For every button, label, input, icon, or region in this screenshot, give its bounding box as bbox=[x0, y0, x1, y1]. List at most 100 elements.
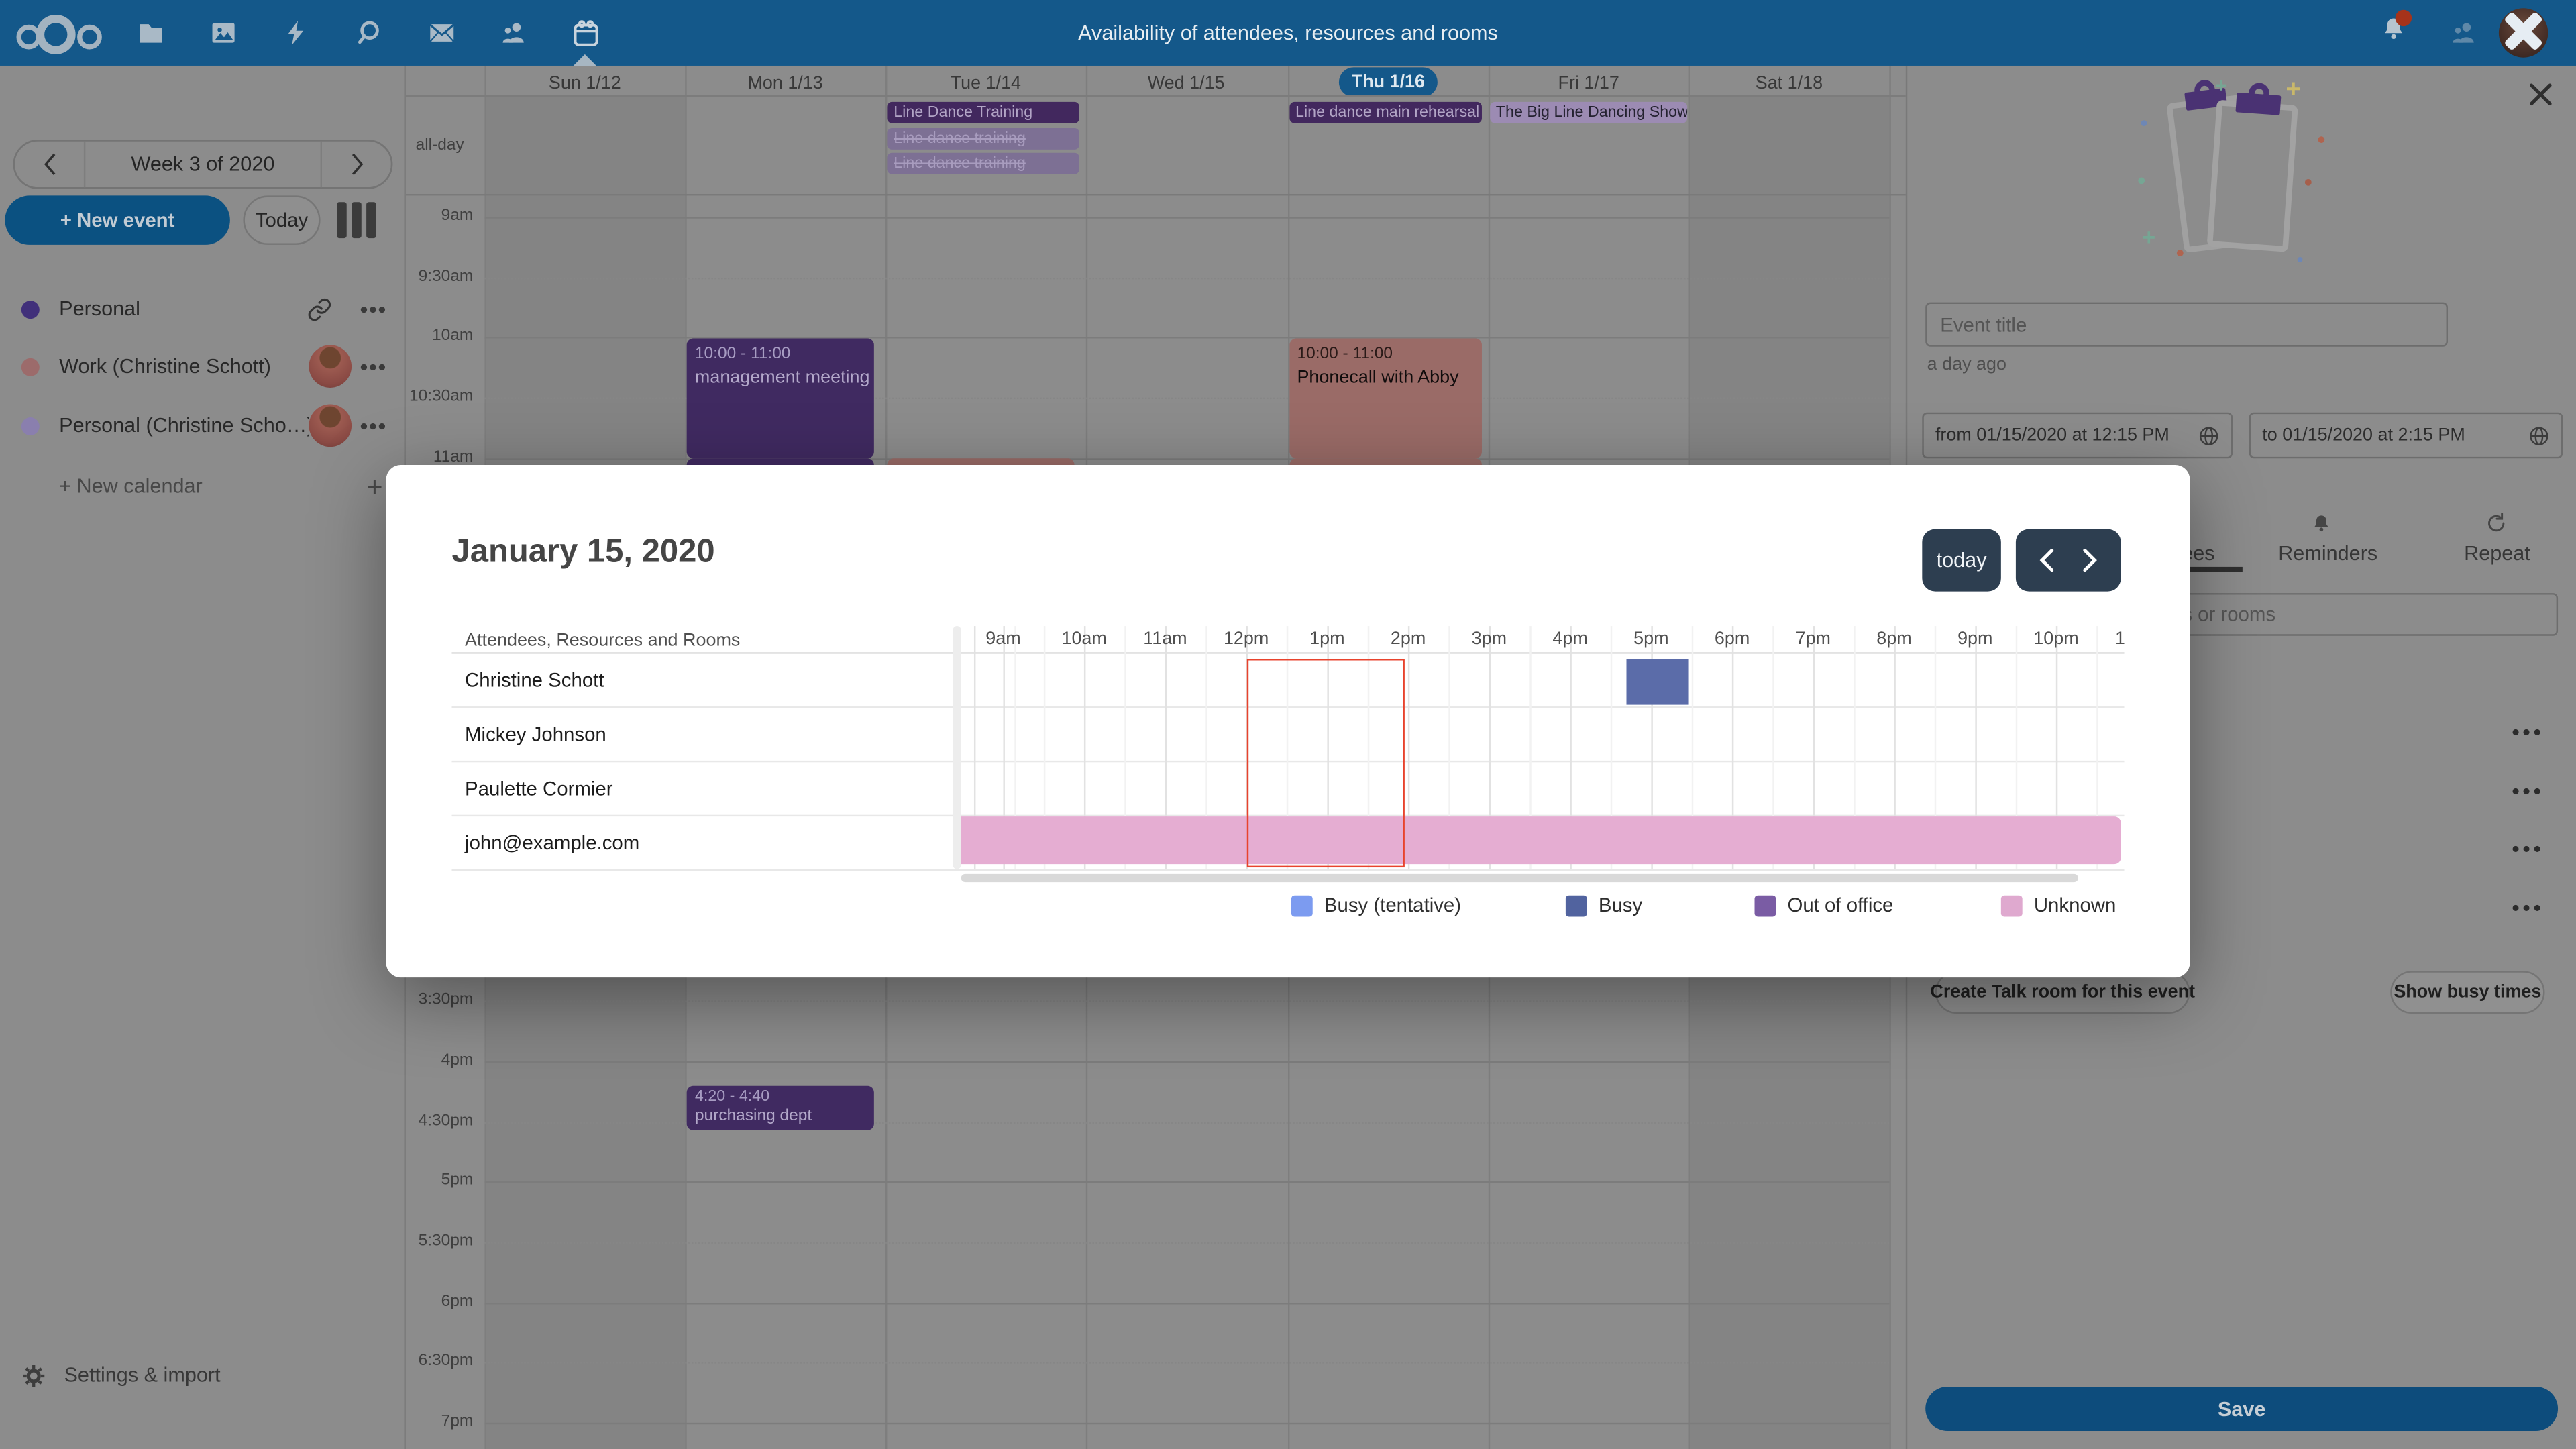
allday-event-cancelled[interactable]: Line dance training bbox=[887, 127, 1079, 149]
hour-label: 9pm bbox=[1957, 629, 1993, 649]
allday-label: all-day bbox=[415, 136, 464, 155]
day-header-sat[interactable]: Sat 1/18 bbox=[1755, 74, 1823, 94]
active-tab-underline bbox=[2165, 566, 2243, 572]
timezone-globe-icon[interactable] bbox=[2528, 425, 2550, 446]
calendar-list-item-work[interactable]: Work (Christine Schott) bbox=[0, 341, 406, 390]
hour-label: 12pm bbox=[1223, 629, 1269, 649]
calendar-list-item-personal-shared[interactable]: Personal (Christine Scho…) bbox=[0, 401, 406, 450]
legend-swatch-unknown bbox=[2000, 895, 2023, 917]
time-gutter-label: 7pm bbox=[441, 1413, 474, 1432]
calendar-list-item-personal[interactable]: Personal bbox=[0, 284, 406, 333]
day-header-fri[interactable]: Fri 1/17 bbox=[1558, 74, 1619, 94]
mail-icon[interactable] bbox=[422, 13, 462, 53]
end-datetime-field[interactable]: to 01/15/2020 at 2:15 PM bbox=[2249, 412, 2563, 459]
allday-event-cancelled[interactable]: Line dance training bbox=[887, 152, 1079, 174]
attendee-name: Christine Schott bbox=[465, 668, 604, 692]
hour-label: 11pm bbox=[2115, 629, 2125, 649]
attendee-row-menu-icon[interactable]: ••• bbox=[2512, 836, 2544, 861]
grid-line bbox=[484, 1181, 1890, 1183]
settings-import-button[interactable]: Settings & import bbox=[0, 1342, 406, 1408]
close-icon[interactable] bbox=[2528, 82, 2553, 107]
next-day-button[interactable] bbox=[2082, 547, 2098, 574]
day-header-sun[interactable]: Sun 1/12 bbox=[548, 74, 621, 94]
day-header-mon[interactable]: Mon 1/13 bbox=[747, 74, 823, 94]
allday-event[interactable]: Line Dance Training bbox=[887, 101, 1079, 123]
calendar-color-dot bbox=[21, 357, 40, 376]
hour-label: 10pm bbox=[2033, 629, 2079, 649]
legend-swatch-busy bbox=[1565, 895, 1587, 917]
grid-line bbox=[484, 1302, 1890, 1304]
calendar-menu-icon[interactable] bbox=[360, 362, 389, 370]
hour-label: 9am bbox=[985, 629, 1021, 649]
day-header-tue[interactable]: Tue 1/14 bbox=[950, 74, 1022, 94]
contacts-icon[interactable] bbox=[493, 13, 533, 53]
time-gutter-label: 9:30am bbox=[418, 267, 474, 286]
activity-icon[interactable] bbox=[276, 13, 315, 53]
calendar-name: Work (Christine Schott) bbox=[59, 354, 272, 378]
grid-line bbox=[484, 1061, 1890, 1063]
new-calendar-label: + New calendar bbox=[59, 474, 203, 498]
search-icon[interactable] bbox=[350, 13, 390, 53]
show-busy-times-button[interactable]: Show busy times bbox=[2390, 971, 2545, 1014]
grid-line bbox=[484, 1242, 1890, 1244]
hour-label: 4pm bbox=[1552, 629, 1588, 649]
attendee-row-menu-icon[interactable]: ••• bbox=[2512, 778, 2544, 804]
day-header-wed[interactable]: Wed 1/15 bbox=[1147, 74, 1225, 94]
event-phonecall-with-abby[interactable]: 10:00 - 11:00 Phonecall with Abby bbox=[1289, 337, 1481, 458]
start-datetime-field[interactable]: from 01/15/2020 at 12:15 PM bbox=[1922, 412, 2233, 459]
calendar-icon[interactable] bbox=[565, 13, 604, 53]
time-gutter-label: 11am bbox=[433, 448, 474, 467]
event-purchasing-dept[interactable]: 4:20 - 4:40 purchasing dept bbox=[686, 1085, 874, 1130]
attendee-row-menu-icon[interactable]: ••• bbox=[2512, 719, 2544, 745]
tab-repeat[interactable]: Repeat bbox=[2464, 542, 2530, 566]
files-icon[interactable] bbox=[131, 13, 171, 53]
view-toggle-icon[interactable] bbox=[337, 202, 376, 239]
previous-week-button[interactable] bbox=[15, 142, 84, 188]
legend-swatch-out-of-office bbox=[1754, 895, 1776, 917]
next-week-button[interactable] bbox=[322, 142, 391, 188]
nextcloud-logo-icon[interactable] bbox=[16, 13, 102, 54]
calendar-menu-icon[interactable] bbox=[360, 421, 389, 429]
grid-line bbox=[484, 277, 1890, 279]
calendar-color-dot bbox=[21, 416, 40, 435]
contacts-menu-icon[interactable] bbox=[2443, 13, 2483, 53]
modal-today-button[interactable]: today bbox=[1922, 529, 2001, 592]
active-app-indicator bbox=[573, 54, 596, 66]
save-button[interactable]: Save bbox=[1925, 1386, 2559, 1432]
attendee-name: Paulette Cormier bbox=[465, 777, 613, 800]
notifications-bell-icon[interactable] bbox=[2379, 9, 2415, 53]
event-management-meeting[interactable]: 10:00 - 11:00 management meeting bbox=[686, 337, 874, 458]
hour-label: 3pm bbox=[1471, 629, 1507, 649]
names-scrollbar[interactable] bbox=[953, 626, 961, 869]
grid-line bbox=[484, 1121, 1890, 1123]
timezone-globe-icon[interactable] bbox=[2198, 425, 2220, 446]
photos-icon[interactable] bbox=[204, 13, 244, 53]
hour-label: 10am bbox=[1061, 629, 1107, 649]
event-title-input[interactable] bbox=[1925, 302, 2448, 347]
cursor-x-icon bbox=[2499, 7, 2548, 56]
new-calendar-button[interactable]: + New calendar + bbox=[0, 462, 406, 511]
grid-line bbox=[484, 458, 1890, 460]
attendee-row-menu-icon[interactable]: ••• bbox=[2512, 895, 2544, 920]
calendar-menu-icon[interactable] bbox=[360, 305, 389, 313]
week-navigation: Week 3 of 2020 bbox=[13, 140, 393, 189]
share-link-icon[interactable] bbox=[307, 297, 350, 321]
allday-event[interactable]: The Big Line Dancing Show bbox=[1489, 101, 1686, 123]
tab-reminders[interactable]: Reminders bbox=[2278, 542, 2378, 566]
day-header-thu-today[interactable]: Thu 1/16 bbox=[1288, 67, 1489, 97]
time-gutter-label: 4pm bbox=[441, 1051, 474, 1069]
time-gutter-label: 5pm bbox=[441, 1171, 474, 1190]
allday-event[interactable]: Line dance main rehearsal bbox=[1289, 101, 1481, 123]
new-event-button[interactable]: + New event bbox=[5, 195, 230, 245]
timeline-scrollbar[interactable] bbox=[961, 873, 2078, 883]
today-button-sidebar[interactable]: Today bbox=[243, 195, 321, 245]
attendee-name: Mickey Johnson bbox=[465, 722, 606, 746]
attendee-name: john@example.com bbox=[465, 831, 640, 855]
modal-nav-buttons bbox=[2015, 529, 2121, 592]
time-gutter-label: 5:30pm bbox=[418, 1232, 474, 1250]
previous-day-button[interactable] bbox=[2039, 547, 2055, 574]
create-talk-room-button[interactable]: Create Talk room for this event bbox=[1930, 971, 2195, 1014]
time-gutter-label: 9am bbox=[441, 207, 474, 225]
logo-ring-right bbox=[77, 24, 102, 50]
grid-line bbox=[484, 1362, 1890, 1364]
